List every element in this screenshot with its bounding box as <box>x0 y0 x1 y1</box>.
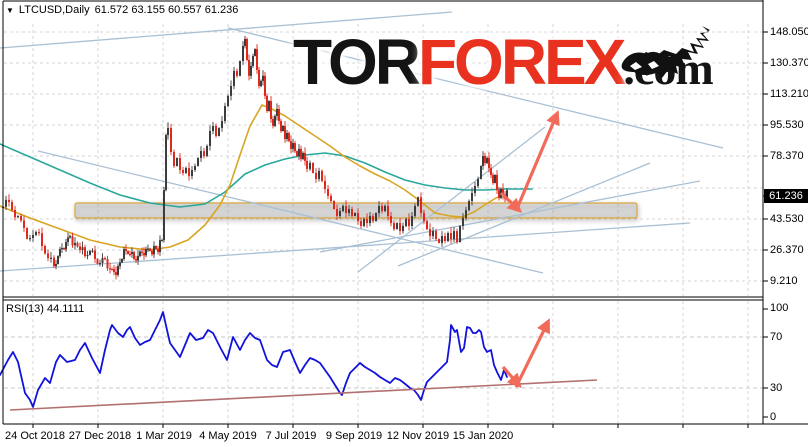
ohlc-values: 61.572 63.155 60.557 61.236 <box>94 4 239 16</box>
date-axis-label[interactable]: 7 Jul 2019 <box>265 430 317 442</box>
rsi-indicator-label: RSI(13) 44.1111 <box>6 303 85 315</box>
date-axis-label[interactable]: 27 Dec 2018 <box>68 430 132 442</box>
bull-bear-icon <box>621 26 710 78</box>
rsi-axis-label: 100 <box>770 302 789 314</box>
rsi-axis-label: 30 <box>770 382 783 394</box>
date-axis-label[interactable]: 4 May 2019 <box>199 430 257 442</box>
rsi-axis-label: 70 <box>770 331 783 343</box>
torforex-watermark: TORFOREX.com <box>293 26 723 106</box>
price-axis-label: 78.370 <box>770 150 804 162</box>
chart-title-row: ▼ LTCUSD,Daily 61.572 63.155 60.557 61.2… <box>6 4 238 16</box>
date-axis-label[interactable]: 15 Jan 2020 <box>452 430 514 442</box>
date-axis-label[interactable]: 9 Sep 2019 <box>325 430 383 442</box>
price-axis-label: 148.050 <box>770 26 808 38</box>
price-axis-label: 130.370 <box>770 57 808 69</box>
symbol-dropdown-icon[interactable]: ▼ <box>6 5 14 15</box>
date-axis-label[interactable]: 24 Oct 2018 <box>5 430 65 442</box>
symbol-timeframe-label: LTCUSD,Daily <box>18 4 90 16</box>
price-axis-label: 95.530 <box>770 119 804 131</box>
price-axis-label: 9.210 <box>770 275 798 287</box>
price-axis-label: 26.370 <box>770 244 804 256</box>
logo-text-tor: TOR <box>293 26 421 98</box>
date-axis-label[interactable]: 12 Nov 2019 <box>386 430 450 442</box>
price-axis-label: 43.530 <box>770 213 804 225</box>
date-axis-label[interactable]: 1 Mar 2019 <box>136 430 192 442</box>
price-axis-label: 113.210 <box>770 88 808 100</box>
rsi-axis-label: 0 <box>770 411 777 423</box>
current-price-tag: 61.236 <box>764 189 808 203</box>
logo-text-forex: FOREX <box>417 26 626 98</box>
